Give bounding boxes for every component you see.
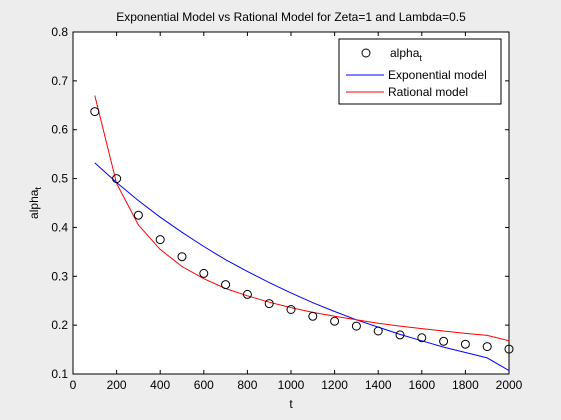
x-tick-label: 1600	[408, 378, 435, 392]
x-tick-label: 2000	[496, 378, 523, 392]
y-tick-label: 0.4	[51, 220, 68, 234]
axis-ticks: 0 200 400 600 800 1000 1200 1400 1600 1800 2000 0.1…	[51, 25, 522, 392]
legend-box	[338, 38, 502, 105]
alpha-data-point	[504, 344, 514, 354]
legend-label-exponential: Exponential model	[388, 68, 487, 82]
alpha-data-point	[221, 280, 231, 290]
alpha-data-point	[395, 330, 405, 340]
y-axis-label: alphat	[27, 187, 43, 219]
alpha-data-point	[90, 107, 100, 117]
y-axis-label-base: alpha	[27, 189, 41, 219]
alpha-data-point	[330, 316, 340, 326]
alpha-data-point	[264, 299, 274, 309]
y-tick-label: 0.7	[51, 74, 68, 88]
alpha-data-point	[351, 321, 361, 331]
y-tick-label: 0.2	[51, 318, 68, 332]
legend-label-alpha-base: alpha	[390, 46, 420, 60]
y-tick-label: 0.6	[51, 123, 68, 137]
legend-label-alpha-sub: t	[419, 53, 422, 63]
y-tick-label: 0.8	[51, 25, 68, 39]
y-tick-label: 0.5	[51, 172, 68, 186]
alpha-data-point	[439, 336, 449, 346]
rational-model-line	[94, 95, 510, 342]
x-tick-label: 1200	[321, 378, 348, 392]
x-tick-label: 200	[107, 378, 127, 392]
legend-label-alpha: alphat	[390, 46, 422, 63]
alpha-data-point	[373, 326, 383, 336]
y-tick-label: 0.1	[51, 367, 68, 381]
y-axis-label-sub: t	[33, 187, 43, 190]
alpha-data-point	[155, 235, 165, 245]
alpha-data-point	[460, 339, 470, 349]
alpha-data-point	[242, 289, 252, 299]
alpha-data-point	[308, 311, 318, 321]
legend: alphat Exponential model Rational model	[338, 38, 502, 105]
alpha-data-point	[177, 252, 187, 262]
alpha-data-point	[112, 174, 122, 184]
x-tick-label: 400	[150, 378, 170, 392]
x-tick-label: 0	[70, 378, 77, 392]
alpha-data-point	[417, 333, 427, 343]
x-tick-label: 1800	[452, 378, 479, 392]
alpha-data-point	[133, 210, 143, 220]
x-tick-label: 1400	[365, 378, 392, 392]
alpha-data-point	[286, 305, 296, 314]
x-tick-label: 600	[194, 378, 214, 392]
series-layer	[90, 95, 514, 372]
alpha-data-point	[199, 268, 209, 278]
chart-title: Exponential Model vs Rational Model for …	[116, 10, 466, 24]
x-axis-label: t	[289, 397, 293, 411]
x-tick-label: 1000	[278, 378, 305, 392]
y-tick-label: 0.3	[51, 269, 68, 283]
alpha-data-point	[482, 342, 492, 352]
exponential-model-line	[94, 162, 510, 372]
x-tick-label: 800	[237, 378, 257, 392]
legend-marker-alpha	[361, 48, 371, 58]
legend-label-rational: Rational model	[388, 85, 468, 99]
